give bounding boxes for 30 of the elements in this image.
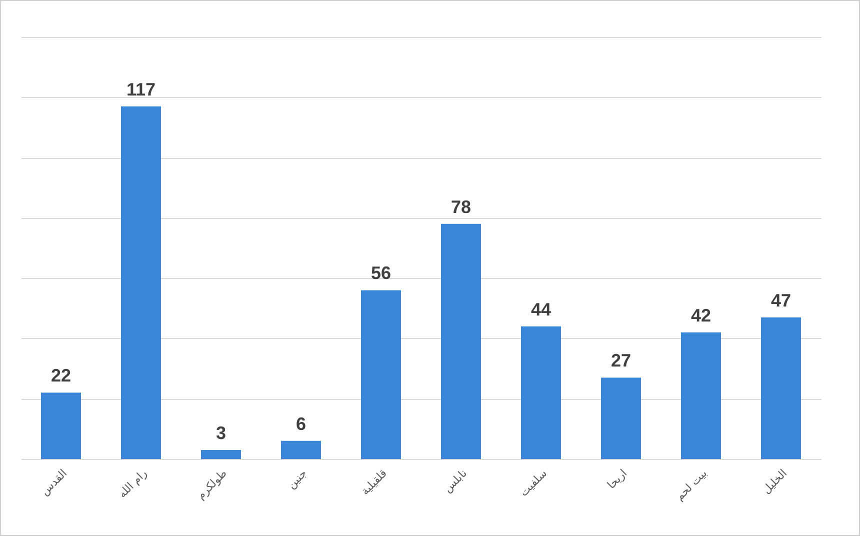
data-label: 117 (126, 79, 156, 100)
data-label: 47 (770, 290, 792, 310)
x-tick-label: جنين (284, 466, 310, 492)
bar (681, 332, 721, 459)
x-tick-label: الخليل (760, 466, 790, 496)
bar (121, 106, 161, 459)
data-label: 6 (296, 414, 306, 434)
bar (201, 450, 241, 459)
x-tick-label: بيت لحم (673, 466, 710, 504)
x-tick-label: القدس (38, 466, 70, 498)
x-tick-label: قلقيلية (358, 466, 390, 498)
bar (601, 378, 641, 459)
data-label: 3 (216, 422, 226, 443)
data-label: 56 (370, 263, 392, 284)
data-label: 22 (50, 366, 72, 386)
bar (441, 224, 481, 459)
bar (361, 290, 401, 459)
x-tick-label: طولكرم (194, 466, 230, 502)
data-label: 44 (530, 299, 552, 320)
bar (521, 326, 561, 459)
x-tick-label: رام الله (116, 466, 150, 500)
data-label: 27 (610, 350, 632, 371)
x-tick-label: اريحا (604, 466, 630, 492)
x-tick-label: سلفيت (517, 466, 550, 499)
bar (281, 440, 321, 459)
bar (41, 392, 81, 459)
bar (761, 317, 801, 459)
data-label: 78 (450, 196, 472, 217)
data-label: 42 (690, 305, 712, 326)
x-tick-label: نابلس (441, 466, 470, 496)
